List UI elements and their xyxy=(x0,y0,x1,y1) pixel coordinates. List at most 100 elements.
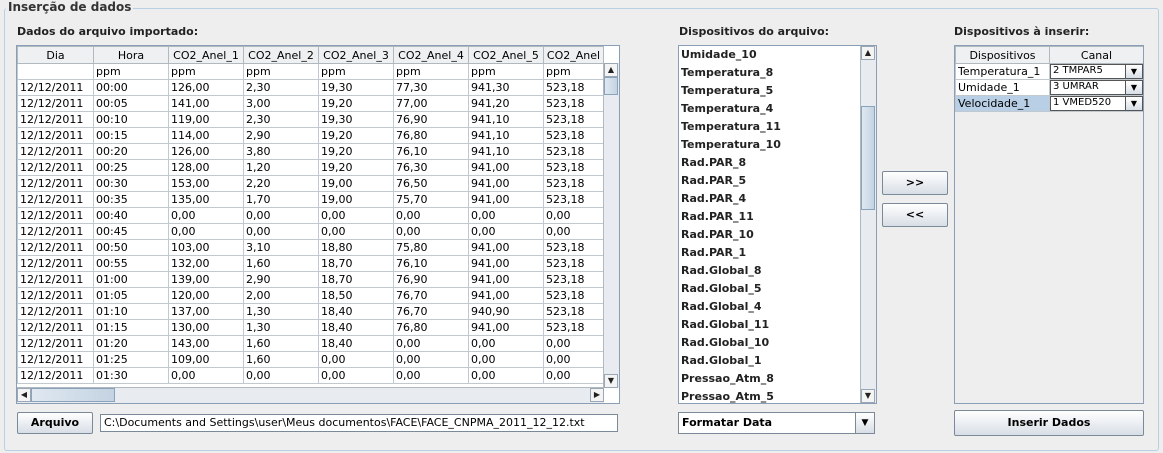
table-cell[interactable]: 1,60 xyxy=(243,351,319,368)
table-cell[interactable]: 12/12/2011 xyxy=(17,303,94,320)
column-header-devices[interactable]: Dispositivos xyxy=(955,46,1050,64)
table-row[interactable]: Temperatura_1 2 TMPAR5 ▼ xyxy=(955,63,1143,80)
file-devices-list[interactable]: Umidade_10 Temperatura_8 Temperatura_5 Temp… xyxy=(678,45,877,404)
table-cell[interactable]: 00:50 xyxy=(93,239,169,256)
list-item[interactable]: Umidade_10 xyxy=(681,48,757,61)
table-cell[interactable]: 0,00 xyxy=(543,223,604,240)
table-cell[interactable]: 0,00 xyxy=(468,223,544,240)
table-row[interactable]: 12/12/2011 01:05 120,00 2,00 18,50 76,70 941,0… xyxy=(17,287,604,304)
table-cell[interactable]: 119,00 xyxy=(168,111,244,128)
table-cell[interactable]: 18,40 xyxy=(318,303,394,320)
table-cell[interactable]: 01:15 xyxy=(93,319,169,336)
table-cell[interactable]: 12/12/2011 xyxy=(17,223,94,240)
table-cell[interactable]: 12/12/2011 xyxy=(17,127,94,144)
table-cell[interactable]: 2,20 xyxy=(243,175,319,192)
table-cell[interactable]: 0,00 xyxy=(393,223,469,240)
table-row[interactable]: 12/12/2011 01:20 143,00 1,60 18,40 0,00 0,00 0,… xyxy=(17,335,604,352)
device-name-cell[interactable]: Umidade_1 xyxy=(955,79,1050,96)
table-cell[interactable]: 12/12/2011 xyxy=(17,111,94,128)
table-cell[interactable]: 12/12/2011 xyxy=(17,351,94,368)
table-cell[interactable]: ppm xyxy=(543,63,604,80)
table-cell[interactable]: 76,30 xyxy=(393,159,469,176)
table-cell[interactable]: 75,70 xyxy=(393,191,469,208)
table-row[interactable]: ppm ppm ppm ppm ppm ppm ppm xyxy=(17,63,604,80)
list-scroll-down-icon[interactable]: ▼ xyxy=(861,389,875,403)
table-cell[interactable]: 77,30 xyxy=(393,79,469,96)
table-cell[interactable]: 18,40 xyxy=(318,319,394,336)
table-cell[interactable]: 00:55 xyxy=(93,255,169,272)
table-cell[interactable]: 01:00 xyxy=(93,271,169,288)
table-cell[interactable]: 114,00 xyxy=(168,127,244,144)
table-cell[interactable]: 3,80 xyxy=(243,143,319,160)
table-cell[interactable]: 0,00 xyxy=(468,367,544,384)
table-cell[interactable]: 00:25 xyxy=(93,159,169,176)
table-row[interactable]: 12/12/2011 00:55 132,00 1,60 18,70 76,10 941,0… xyxy=(17,255,604,272)
file-button[interactable]: Arquivo xyxy=(17,412,93,434)
table-row[interactable]: 12/12/2011 00:20 126,00 3,80 19,20 76,10 941,1… xyxy=(17,143,604,160)
table-cell[interactable]: 76,80 xyxy=(393,127,469,144)
table-cell[interactable]: 19,00 xyxy=(318,175,394,192)
table-cell[interactable]: 76,10 xyxy=(393,143,469,160)
table-cell[interactable]: 130,00 xyxy=(168,319,244,336)
table-row[interactable]: 12/12/2011 00:50 103,00 3,10 18,80 75,80 941,0… xyxy=(17,239,604,256)
table-cell[interactable]: 77,00 xyxy=(393,95,469,112)
channel-combo[interactable]: 3 UMRAR ▼ xyxy=(1050,80,1143,95)
table-cell[interactable]: 523,18 xyxy=(543,303,604,320)
table-cell[interactable]: 76,90 xyxy=(393,271,469,288)
table-cell[interactable]: 76,10 xyxy=(393,255,469,272)
column-header[interactable]: Dia xyxy=(17,46,94,64)
table-cell[interactable]: 19,20 xyxy=(318,159,394,176)
table-cell[interactable]: 941,20 xyxy=(468,95,544,112)
table-cell[interactable]: 00:45 xyxy=(93,223,169,240)
table-cell[interactable]: 76,70 xyxy=(393,287,469,304)
chevron-down-icon[interactable]: ▼ xyxy=(1125,97,1142,110)
table-cell[interactable]: 523,18 xyxy=(543,79,604,96)
table-cell[interactable]: 1,70 xyxy=(243,191,319,208)
table-cell[interactable]: 12/12/2011 xyxy=(17,255,94,272)
column-header[interactable]: CO2_Anel_4 xyxy=(393,46,469,64)
vertical-scroll-thumb[interactable] xyxy=(604,77,618,95)
table-cell[interactable]: 00:10 xyxy=(93,111,169,128)
list-item[interactable]: Rad.Global_8 xyxy=(681,264,762,277)
table-cell[interactable]: 12/12/2011 xyxy=(17,191,94,208)
table-cell[interactable]: 01:30 xyxy=(93,367,169,384)
table-row[interactable]: 12/12/2011 00:10 119,00 2,30 19,30 76,90 941,1… xyxy=(17,111,604,128)
table-cell[interactable]: 19,00 xyxy=(318,191,394,208)
table-cell[interactable]: 0,00 xyxy=(168,207,244,224)
insert-data-button[interactable]: Inserir Dados xyxy=(954,410,1144,436)
table-cell[interactable]: 2,30 xyxy=(243,79,319,96)
list-item[interactable]: Rad.Global_4 xyxy=(681,300,762,313)
scroll-up-icon[interactable]: ▲ xyxy=(604,63,618,77)
table-cell[interactable]: 0,00 xyxy=(543,335,604,352)
scroll-right-icon[interactable]: ▶ xyxy=(590,388,604,402)
table-cell[interactable]: 12/12/2011 xyxy=(17,271,94,288)
table-row[interactable]: 12/12/2011 00:35 135,00 1,70 19,00 75,70 941,0… xyxy=(17,191,604,208)
table-cell[interactable]: 941,00 xyxy=(468,239,544,256)
table-cell[interactable]: 0,00 xyxy=(543,207,604,224)
table-cell[interactable]: 12/12/2011 xyxy=(17,367,94,384)
device-name-cell[interactable]: Velocidade_1 xyxy=(955,95,1050,112)
table-row[interactable]: 12/12/2011 00:15 114,00 2,90 19,20 76,80 941,1… xyxy=(17,127,604,144)
table-cell[interactable]: ppm xyxy=(318,63,394,80)
list-item[interactable]: Rad.PAR_4 xyxy=(681,192,747,205)
table-cell[interactable]: 1,60 xyxy=(243,335,319,352)
table-row[interactable]: 12/12/2011 01:30 0,00 0,00 0,00 0,00 0,00 0,00 xyxy=(17,367,604,384)
table-cell[interactable]: 0,00 xyxy=(168,367,244,384)
table-cell[interactable]: 523,18 xyxy=(543,143,604,160)
table-cell[interactable]: 00:05 xyxy=(93,95,169,112)
table-row[interactable]: 12/12/2011 00:00 126,00 2,30 19,30 77,30 941,3… xyxy=(17,79,604,96)
table-cell[interactable]: 523,18 xyxy=(543,127,604,144)
table-cell[interactable]: 00:35 xyxy=(93,191,169,208)
table-cell[interactable]: 3,10 xyxy=(243,239,319,256)
column-header[interactable]: CO2_Anel_2 xyxy=(243,46,319,64)
table-cell[interactable]: 940,90 xyxy=(468,303,544,320)
table-horizontal-scrollbar[interactable]: ◀ ▶ xyxy=(17,387,604,403)
list-item[interactable]: Temperatura_11 xyxy=(681,120,781,133)
table-row[interactable]: Umidade_1 3 UMRAR ▼ xyxy=(955,79,1143,96)
table-cell[interactable]: 109,00 xyxy=(168,351,244,368)
table-cell[interactable]: 76,50 xyxy=(393,175,469,192)
list-item[interactable]: Rad.PAR_11 xyxy=(681,210,754,223)
list-item[interactable]: Temperatura_10 xyxy=(681,138,781,151)
list-item[interactable]: Rad.Global_5 xyxy=(681,282,762,295)
table-cell[interactable]: 01:05 xyxy=(93,287,169,304)
